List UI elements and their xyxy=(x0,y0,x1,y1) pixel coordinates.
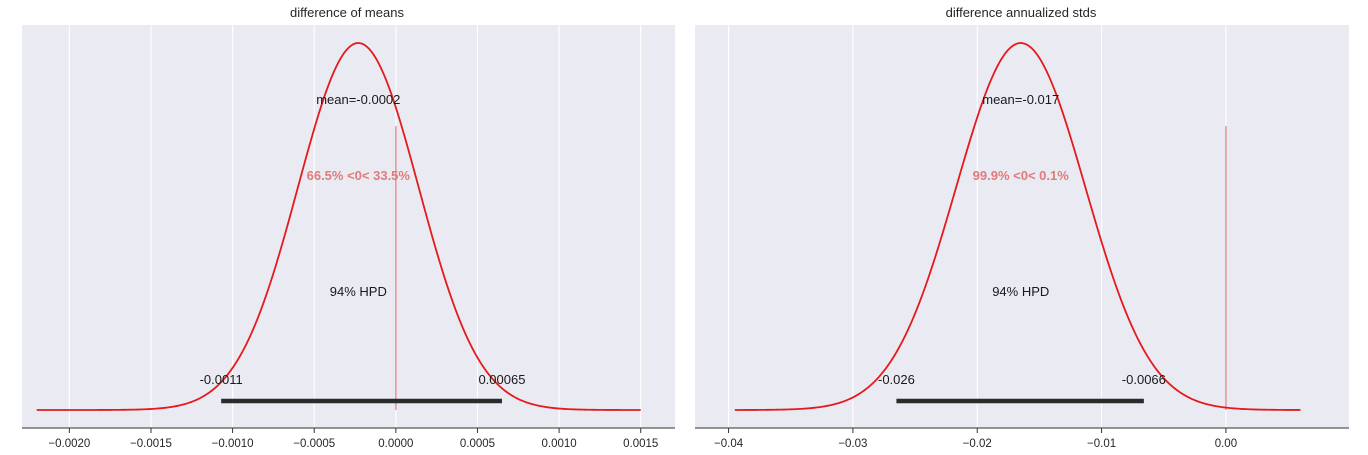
mean-label: mean=-0.017 xyxy=(982,92,1059,107)
hpd-high-label: 0.00065 xyxy=(478,372,525,387)
reference-label: 99.9% <0< 0.1% xyxy=(973,168,1070,183)
x-tick-label: −0.01 xyxy=(1087,438,1116,450)
hpd-label: 94% HPD xyxy=(992,284,1049,299)
reference-label: 66.5% <0< 33.5% xyxy=(307,168,411,183)
mean-label: mean=-0.0002 xyxy=(316,92,400,107)
x-tick-label: 0.0010 xyxy=(541,438,576,450)
x-tick-label: −0.0005 xyxy=(293,438,335,450)
hpd-high-label: -0.0066 xyxy=(1122,372,1166,387)
x-axis-ticks: −0.0020 −0.0015 −0.0010 −0.0005 0.0000 0.0005… xyxy=(48,428,658,450)
panel-difference-annualized-stds: difference annualized stds mean=-0.017 9… xyxy=(695,5,1349,450)
hpd-low-label: -0.0011 xyxy=(200,372,243,387)
chart-title: difference of means xyxy=(290,5,404,20)
x-tick-label: −0.0020 xyxy=(48,438,90,450)
plot-area xyxy=(22,25,675,428)
x-tick-label: −0.0010 xyxy=(212,438,254,450)
x-tick-label: −0.02 xyxy=(963,438,992,450)
plot-area xyxy=(695,25,1349,428)
density-curve xyxy=(36,42,641,411)
x-tick-label: 0.0005 xyxy=(460,438,495,450)
x-tick-label: −0.0015 xyxy=(130,438,172,450)
density-curve xyxy=(734,42,1301,411)
x-tick-label: 0.0015 xyxy=(623,438,658,450)
x-tick-label: −0.03 xyxy=(838,438,867,450)
x-tick-label: 0.0000 xyxy=(378,438,413,450)
chart-title: difference annualized stds xyxy=(946,5,1097,20)
x-axis-ticks: −0.04 −0.03 −0.02 −0.01 0.00 xyxy=(714,428,1237,450)
x-tick-label: 0.00 xyxy=(1215,438,1237,450)
panel-difference-of-means: difference of means mean=-0.0002 66.5% <… xyxy=(22,5,675,450)
hpd-label: 94% HPD xyxy=(330,284,387,299)
hpd-low-label: -0.026 xyxy=(878,372,915,387)
x-tick-label: −0.04 xyxy=(714,438,744,450)
